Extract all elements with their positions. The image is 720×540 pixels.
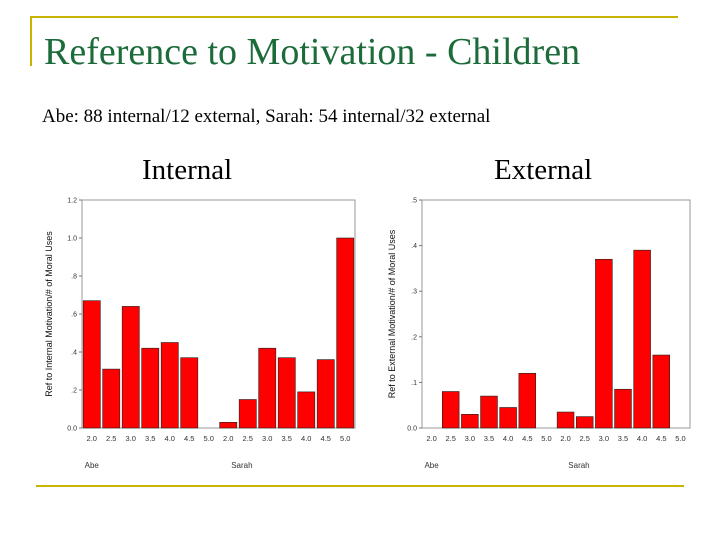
- bar: [219, 422, 238, 429]
- x-tick-label: 5.0: [340, 434, 350, 443]
- x-tick-label: 4.5: [321, 434, 331, 443]
- x-tick-label: 4.0: [165, 434, 175, 443]
- x-tick-label: 2.5: [579, 434, 589, 443]
- x-tick-label: 3.0: [126, 434, 136, 443]
- external-chart: 0.0 .1 .2 .3 .4 .5 Ref to External Motivation/…: [387, 198, 691, 470]
- y-tick-label: 1.0: [67, 236, 77, 243]
- x-tick-label: 4.0: [503, 434, 513, 443]
- x-tick-label: 4.5: [656, 434, 666, 443]
- x-tick-label: 4.0: [301, 434, 311, 443]
- bar: [141, 347, 160, 429]
- bar: [297, 391, 316, 429]
- x-tick-label: 2.5: [106, 434, 116, 443]
- bar: [614, 388, 632, 429]
- bar: [480, 395, 498, 429]
- x-tick-label: 3.0: [262, 434, 272, 443]
- y-tick-label: 0.0: [407, 426, 417, 433]
- frame-bottom-line: [36, 485, 684, 487]
- bar: [160, 342, 179, 429]
- y-axis-label: Ref to External Motivation/# of Moral Us…: [387, 229, 397, 398]
- group-label: Abe: [85, 461, 100, 470]
- x-tick-label: 5.0: [541, 434, 551, 443]
- x-tick-label: 3.5: [484, 434, 494, 443]
- external-label: External: [494, 154, 593, 186]
- bar: [336, 237, 355, 429]
- x-tick-label: 2.0: [223, 434, 233, 443]
- y-tick-label: .6: [71, 312, 77, 319]
- bar: [180, 357, 199, 429]
- bar: [238, 399, 257, 429]
- y-axis-label: Ref to Internal Motivation/# of Moral Us…: [44, 231, 54, 397]
- bar: [82, 300, 101, 429]
- x-tick-label: 3.5: [145, 434, 155, 443]
- slide-subtitle: Abe: 88 internal/12 external, Sarah: 54 …: [42, 106, 491, 127]
- bar: [102, 368, 121, 429]
- bar: [556, 411, 575, 429]
- y-tick-label: .1: [411, 380, 417, 387]
- bar: [652, 354, 671, 429]
- y-tick-label: .4: [411, 243, 417, 250]
- x-tick-label: 5.0: [204, 434, 214, 443]
- bar: [258, 347, 277, 429]
- internal-chart: 0.0 .2 .4 .6 .8 1.0 1.2 Ref to Internal Motivat…: [44, 198, 356, 470]
- bar: [518, 372, 537, 429]
- y-tick-label: .2: [71, 388, 77, 395]
- x-tick-label: 2.0: [426, 434, 436, 443]
- bar: [121, 306, 140, 429]
- bar: [499, 407, 517, 429]
- internal-label: Internal: [142, 154, 233, 186]
- x-tick-label: 2.0: [87, 434, 97, 443]
- frame-top-line: [30, 16, 678, 18]
- x-tick-label: 5.0: [675, 434, 685, 443]
- x-tick-label: 4.5: [522, 434, 532, 443]
- y-tick-label: .4: [71, 350, 77, 357]
- x-tick-label: 2.0: [560, 434, 570, 443]
- frame-left-line: [30, 16, 32, 66]
- y-tick-label: 1.2: [67, 198, 77, 205]
- bar: [277, 357, 296, 429]
- bar: [575, 416, 594, 429]
- group-label: Sarah: [568, 461, 589, 470]
- x-tick-label: 3.0: [599, 434, 609, 443]
- bar: [633, 249, 651, 429]
- x-tick-label: 2.5: [243, 434, 253, 443]
- group-label: Abe: [424, 461, 439, 470]
- y-tick-label: .3: [411, 289, 417, 296]
- y-tick-label: .5: [411, 198, 417, 205]
- bar: [461, 414, 479, 429]
- y-tick-label: 0.0: [67, 426, 77, 433]
- x-tick-label: 4.0: [637, 434, 647, 443]
- x-tick-label: 4.5: [184, 434, 194, 443]
- x-tick-label: 3.5: [282, 434, 292, 443]
- slide-title: Reference to Motivation - Children: [44, 31, 581, 73]
- x-tick-label: 2.5: [445, 434, 455, 443]
- bar: [595, 258, 613, 429]
- x-tick-label: 3.5: [618, 434, 628, 443]
- bar: [441, 391, 460, 429]
- y-tick-label: .2: [411, 334, 417, 341]
- group-label: Sarah: [231, 461, 252, 470]
- bar: [316, 359, 335, 429]
- y-tick-label: .8: [71, 274, 77, 281]
- x-tick-label: 3.0: [465, 434, 475, 443]
